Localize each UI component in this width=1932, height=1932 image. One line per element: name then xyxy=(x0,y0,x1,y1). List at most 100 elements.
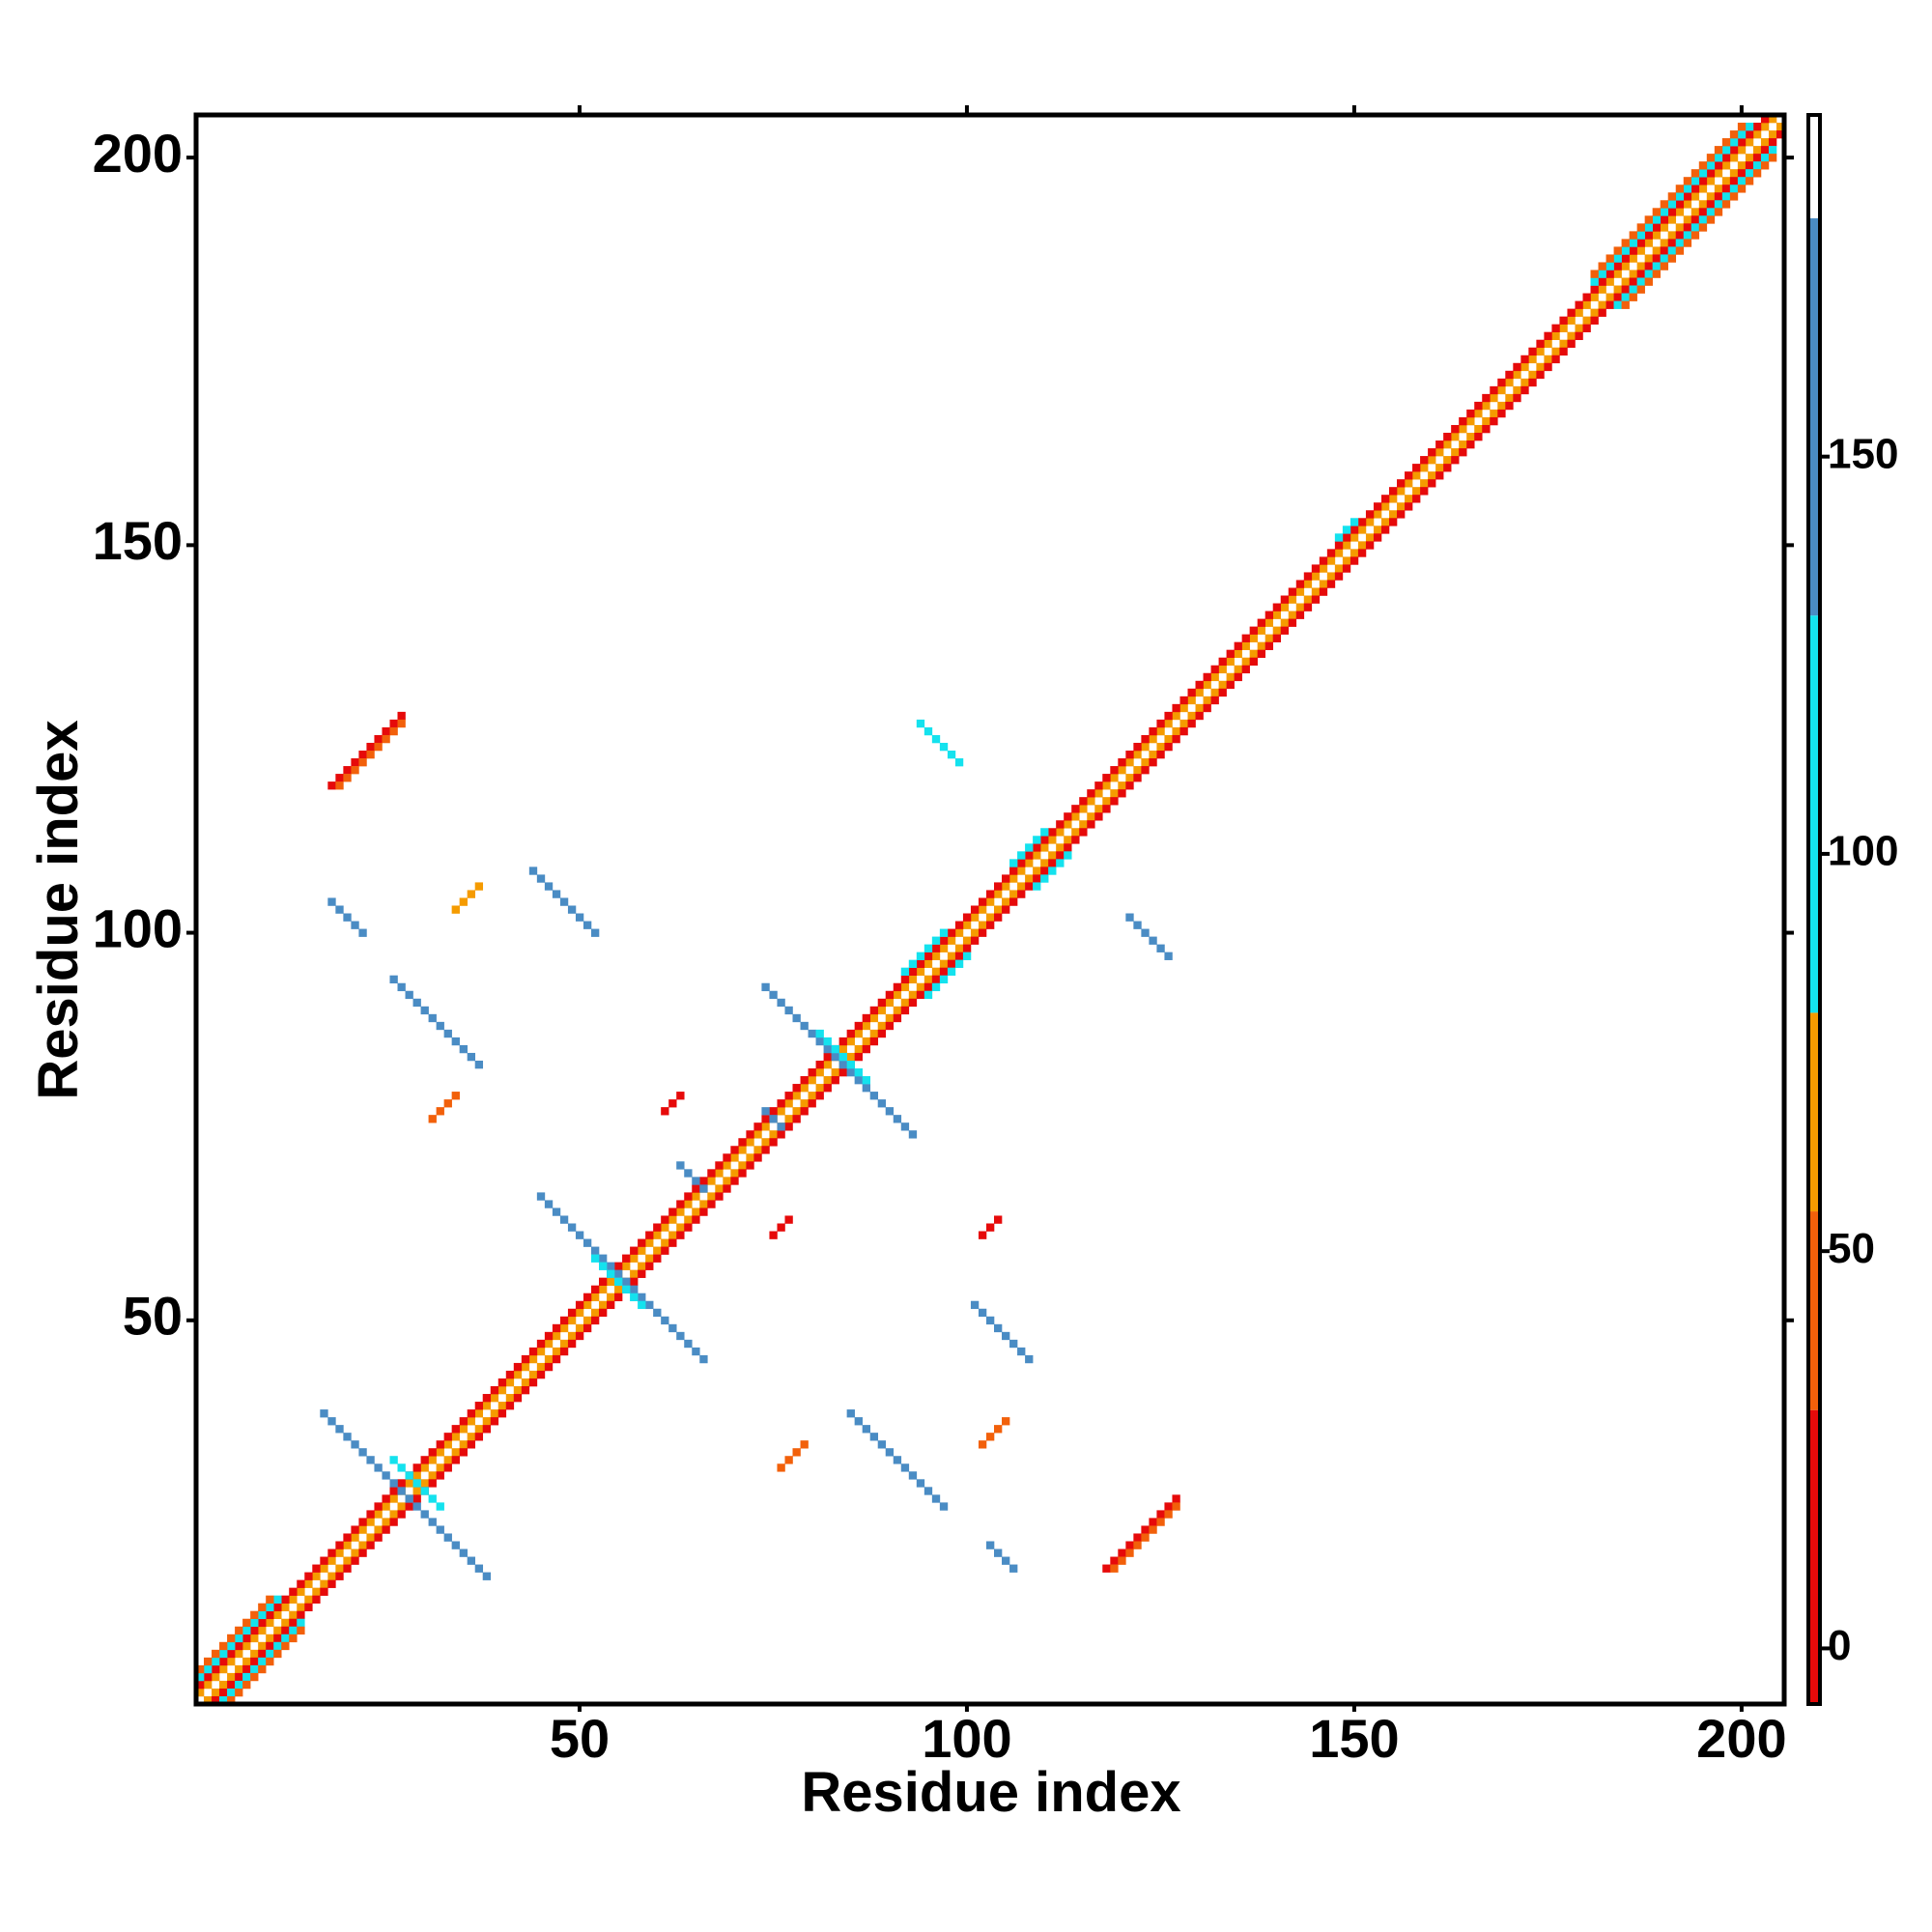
cell xyxy=(877,998,887,1008)
cell xyxy=(250,1657,259,1666)
cell xyxy=(1706,208,1716,216)
cell xyxy=(622,1262,631,1270)
cell xyxy=(528,1354,538,1364)
cell xyxy=(1621,262,1630,270)
cell xyxy=(978,897,987,906)
cell xyxy=(668,1099,677,1108)
cell xyxy=(1667,215,1677,224)
cell xyxy=(358,1518,367,1526)
cell xyxy=(273,1603,282,1612)
cell xyxy=(1164,742,1173,752)
cell xyxy=(521,1362,530,1372)
cell xyxy=(382,1525,390,1534)
cell xyxy=(382,1471,390,1480)
cell xyxy=(196,1688,205,1697)
cell xyxy=(1428,471,1436,480)
cell xyxy=(916,982,925,992)
cell xyxy=(947,952,956,960)
y-axis-title: Residue index xyxy=(27,720,90,1099)
cell xyxy=(521,1354,530,1364)
cell xyxy=(544,1331,554,1341)
cell xyxy=(490,1409,499,1418)
cell xyxy=(451,1037,460,1046)
cell xyxy=(358,1448,367,1457)
colorbar-frame xyxy=(1806,113,1822,1706)
cell xyxy=(1319,564,1328,573)
cell xyxy=(1660,200,1669,209)
cell xyxy=(1295,611,1305,619)
cell xyxy=(428,1479,437,1488)
cell xyxy=(397,1487,406,1495)
cell xyxy=(320,1587,328,1596)
cell xyxy=(653,1308,662,1318)
cell xyxy=(877,1029,887,1038)
cell xyxy=(528,867,538,875)
cell xyxy=(227,1641,236,1651)
cell xyxy=(1187,711,1196,721)
cell xyxy=(954,952,964,960)
cell xyxy=(838,1052,847,1062)
cell xyxy=(1025,1354,1034,1364)
cell xyxy=(366,1541,375,1549)
cell xyxy=(1280,626,1290,635)
cell xyxy=(1490,409,1498,418)
cell xyxy=(1094,812,1103,821)
cell xyxy=(1125,751,1134,759)
cell xyxy=(567,1316,577,1325)
cell xyxy=(900,1006,910,1015)
cell xyxy=(374,1510,383,1519)
cell xyxy=(1466,433,1475,441)
cell xyxy=(428,1494,437,1503)
cell xyxy=(1179,703,1188,713)
cell xyxy=(1040,867,1049,875)
cell xyxy=(1203,703,1211,713)
colorbar-band xyxy=(1808,217,1820,616)
cells xyxy=(196,115,1785,1705)
cell xyxy=(1071,805,1080,813)
cell xyxy=(916,990,925,1000)
cell xyxy=(382,1494,390,1503)
cell xyxy=(939,975,949,984)
cell xyxy=(1272,626,1282,635)
cell xyxy=(1513,370,1521,380)
cell xyxy=(266,1610,274,1620)
cell xyxy=(459,1417,468,1426)
cell xyxy=(761,1138,770,1147)
cell xyxy=(676,1092,685,1100)
cell xyxy=(1210,665,1219,674)
cell xyxy=(1118,781,1126,790)
cell xyxy=(1520,385,1529,395)
cell xyxy=(947,959,956,968)
cell xyxy=(204,1695,213,1705)
cell xyxy=(227,1657,236,1666)
cell xyxy=(1195,703,1204,713)
cell xyxy=(1613,285,1622,294)
cell xyxy=(1357,549,1367,557)
cell xyxy=(1690,185,1700,193)
cell xyxy=(212,1672,220,1682)
cell xyxy=(599,1277,608,1286)
cell xyxy=(1249,634,1258,642)
cell xyxy=(599,1300,608,1310)
cell xyxy=(281,1634,290,1643)
cell xyxy=(815,1068,824,1077)
cell xyxy=(544,1200,554,1208)
cell xyxy=(1513,362,1521,372)
cell xyxy=(1675,192,1685,201)
cell xyxy=(474,1425,484,1434)
cell xyxy=(638,1238,646,1247)
cell xyxy=(1490,393,1498,403)
cell xyxy=(1667,200,1677,209)
cell xyxy=(474,1060,484,1069)
cell xyxy=(823,1052,832,1062)
cell xyxy=(258,1664,267,1674)
cell xyxy=(947,751,956,759)
cell xyxy=(1064,843,1072,852)
cell xyxy=(196,1672,205,1682)
cell xyxy=(985,913,995,922)
colorbar-band xyxy=(1808,615,1820,1013)
cell xyxy=(668,1323,677,1333)
cell xyxy=(196,1680,205,1690)
cell xyxy=(289,1618,298,1628)
cell xyxy=(1380,526,1390,534)
